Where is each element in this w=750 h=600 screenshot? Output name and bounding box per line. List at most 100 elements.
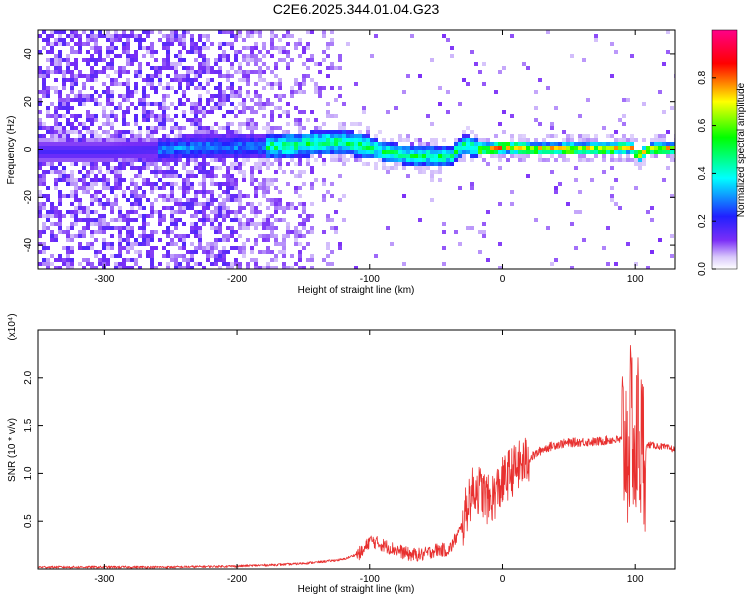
heatmap-cell	[86, 170, 90, 174]
heatmap-cell	[58, 162, 62, 166]
heatmap-cell	[42, 230, 46, 234]
heatmap-cell	[642, 158, 646, 162]
heatmap-cell	[162, 34, 166, 38]
heatmap-cell	[146, 78, 150, 82]
heatmap-cell	[338, 66, 342, 70]
heatmap-cell	[282, 142, 286, 146]
heatmap-cell	[650, 218, 654, 222]
heatmap-cell	[50, 210, 54, 214]
heatmap-cell	[158, 78, 162, 82]
heatmap-cell	[446, 110, 450, 114]
heatmap-cell	[90, 182, 94, 186]
heatmap-cell	[386, 146, 390, 150]
heatmap-cell	[250, 58, 254, 62]
heatmap-cell	[70, 190, 74, 194]
heatmap-cell	[54, 62, 58, 66]
heatmap-cell	[46, 138, 50, 142]
heatmap-cell	[282, 34, 286, 38]
heatmap-cell	[438, 170, 442, 174]
heatmap-cell	[214, 86, 218, 90]
heatmap-cell	[666, 30, 670, 34]
heatmap-cell	[234, 114, 238, 118]
heatmap-cell	[422, 158, 426, 162]
heatmap-cell	[486, 162, 490, 166]
heatmap-cell	[106, 170, 110, 174]
heatmap-cell	[202, 190, 206, 194]
heatmap-cell	[202, 154, 206, 158]
heatmap-cell	[470, 130, 474, 134]
heatmap-cell	[226, 78, 230, 82]
heatmap-cell	[162, 246, 166, 250]
heatmap-cell	[298, 258, 302, 262]
heatmap-cell	[70, 98, 74, 102]
heatmap-cell	[246, 238, 250, 242]
heatmap-cell	[70, 82, 74, 86]
heatmap-cell	[94, 114, 98, 118]
heatmap-cell	[194, 114, 198, 118]
heatmap-cell	[162, 102, 166, 106]
heatmap-cell	[562, 138, 566, 142]
heatmap-cell	[198, 238, 202, 242]
heatmap-cell	[42, 78, 46, 82]
heatmap-cell	[446, 146, 450, 150]
heatmap-cell	[198, 246, 202, 250]
heatmap-cell	[558, 150, 562, 154]
heatmap-cell	[202, 214, 206, 218]
heatmap-cell	[146, 62, 150, 66]
heatmap-cell	[50, 142, 54, 146]
heatmap-cell	[46, 162, 50, 166]
heatmap-cell	[342, 150, 346, 154]
heatmap-cell	[142, 190, 146, 194]
heatmap-cell	[202, 46, 206, 50]
heatmap-cell	[298, 82, 302, 86]
heatmap-cell	[38, 98, 42, 102]
heatmap-cell	[94, 166, 98, 170]
heatmap-cell	[106, 118, 110, 122]
heatmap-cell	[366, 126, 370, 130]
heatmap-cell	[70, 106, 74, 110]
heatmap-cell	[514, 146, 518, 150]
heatmap-cell	[206, 90, 210, 94]
heatmap-cell	[210, 138, 214, 142]
heatmap-cell	[114, 262, 118, 266]
heatmap-cell	[94, 38, 98, 42]
heatmap-cell	[666, 146, 670, 150]
heatmap-cell	[190, 42, 194, 46]
heatmap-cell	[122, 82, 126, 86]
heatmap-cell	[298, 146, 302, 150]
heatmap-cell	[334, 142, 338, 146]
heatmap-cell	[130, 258, 134, 262]
heatmap-cell	[102, 174, 106, 178]
heatmap-cell	[282, 206, 286, 210]
heatmap-cell	[150, 110, 154, 114]
heatmap-cell	[122, 262, 126, 266]
heatmap-cell	[414, 162, 418, 166]
heatmap-cell	[194, 226, 198, 230]
heatmap-cell	[666, 142, 670, 146]
heatmap-cell	[122, 178, 126, 182]
heatmap-cell	[250, 130, 254, 134]
heatmap-cell	[394, 106, 398, 110]
heatmap-cell	[202, 266, 206, 269]
heatmap-cell	[150, 250, 154, 254]
heatmap-cell	[514, 142, 518, 146]
heatmap-cell	[246, 226, 250, 230]
heatmap-cell	[90, 158, 94, 162]
heatmap-cell	[470, 226, 474, 230]
heatmap-cell	[438, 158, 442, 162]
heatmap-cell	[102, 222, 106, 226]
heatmap-cell	[42, 150, 46, 154]
heatmap-cell	[42, 162, 46, 166]
heatmap-cell	[330, 146, 334, 150]
heatmap-cell	[470, 142, 474, 146]
heatmap-cell	[218, 46, 222, 50]
heatmap-cell	[330, 114, 334, 118]
heatmap-cell	[98, 258, 102, 262]
heatmap-cell	[82, 102, 86, 106]
heatmap-cell	[406, 134, 410, 138]
heatmap-cell	[178, 82, 182, 86]
heatmap-cell	[418, 162, 422, 166]
heatmap-cell	[194, 190, 198, 194]
heatmap-cell	[138, 34, 142, 38]
heatmap-cell	[82, 234, 86, 238]
